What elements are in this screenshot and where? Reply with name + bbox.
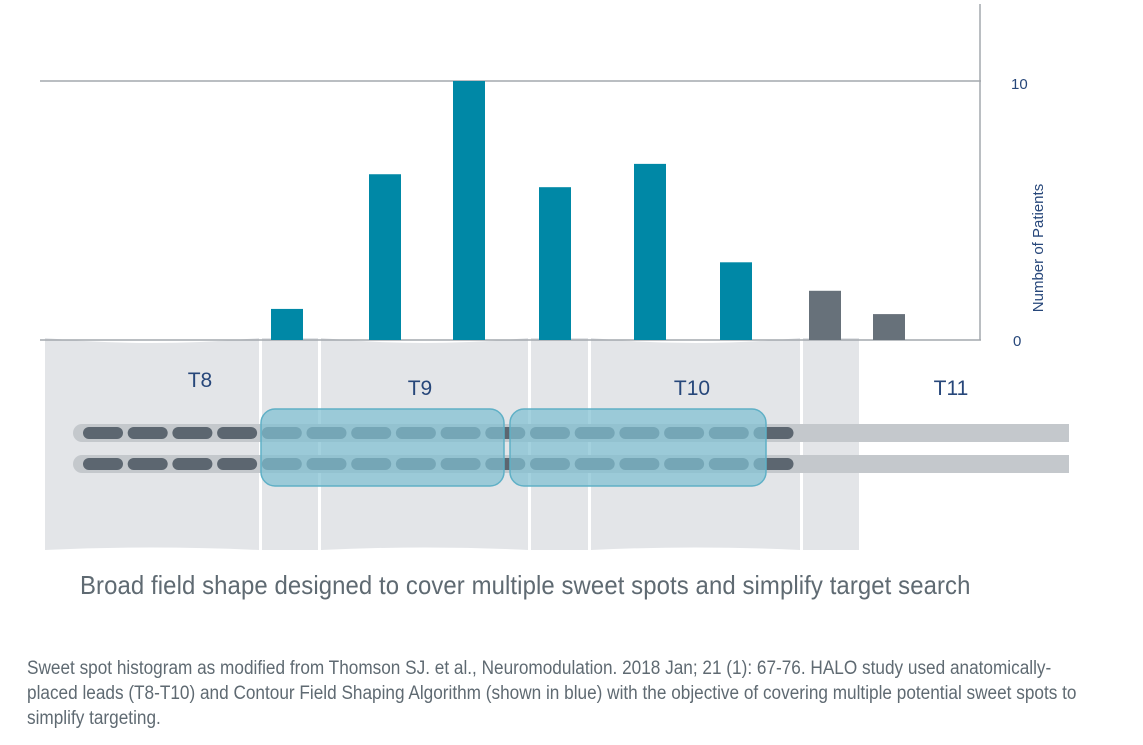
bars-layer xyxy=(271,81,905,340)
chart-caption: Broad field shape designed to cover mult… xyxy=(80,570,971,600)
y-tick-0: 0 xyxy=(1013,333,1021,350)
vertebra-layer xyxy=(45,338,859,550)
vertebra-label-t9: T9 xyxy=(408,377,433,400)
bar-5 xyxy=(634,163,666,340)
chart-footnote: Sweet spot histogram as modified from Th… xyxy=(27,658,1077,729)
vertebra-t8-block xyxy=(45,338,259,550)
bar-2 xyxy=(369,174,401,340)
lead-end-mask xyxy=(1069,424,1079,474)
bar-4 xyxy=(539,187,571,340)
bar-8 xyxy=(873,314,905,340)
field-zone-left xyxy=(260,408,505,487)
disc-t10-t11 xyxy=(803,338,859,550)
bar-6 xyxy=(720,262,752,340)
sweet-spot-chart: 10 0 Number of Patients T8 T9 T10 T11 xyxy=(40,4,1079,550)
vertebra-label-t11: T11 xyxy=(934,377,969,400)
y-tick-10: 10 xyxy=(1011,76,1028,93)
bar-1 xyxy=(271,308,303,340)
bar-3 xyxy=(453,81,485,340)
bar-7 xyxy=(809,290,841,340)
y-axis-label: Number of Patients xyxy=(1030,184,1047,312)
vertebra-label-t10: T10 xyxy=(674,377,710,400)
field-zone-right xyxy=(509,408,767,487)
vertebra-label-t8: T8 xyxy=(188,369,213,392)
